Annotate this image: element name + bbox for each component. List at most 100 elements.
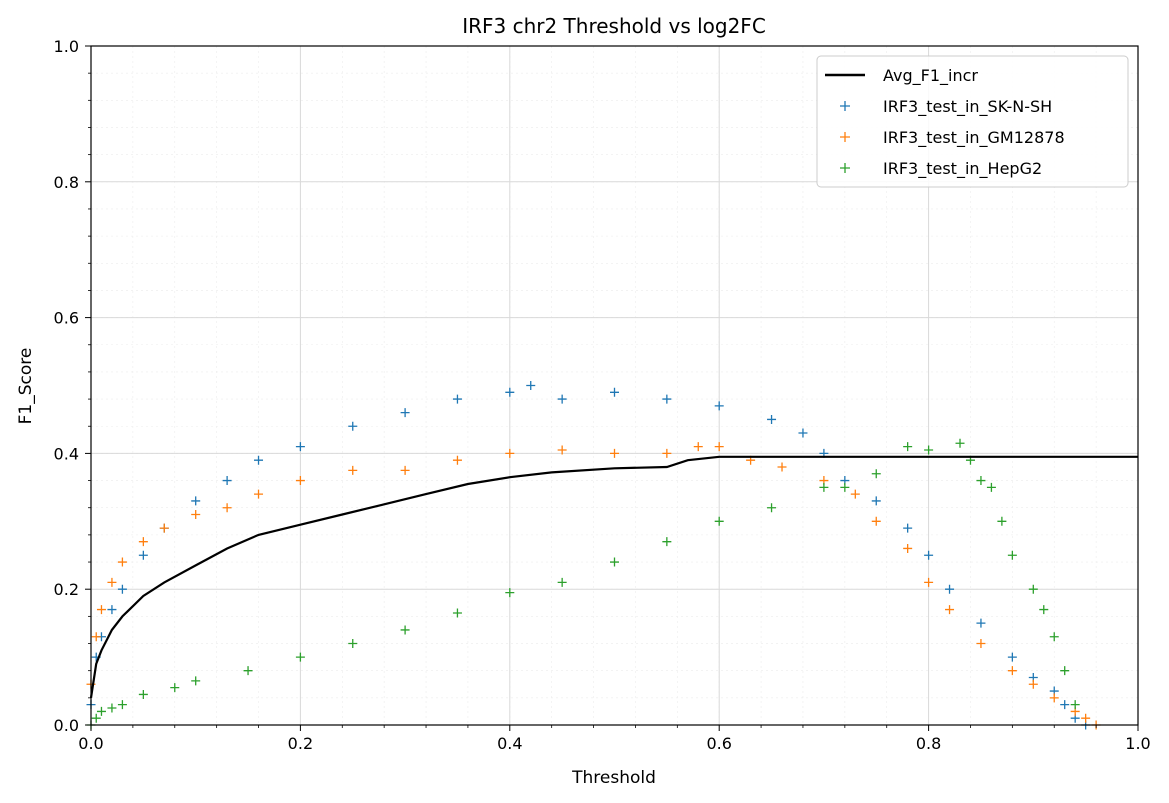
data-point bbox=[871, 516, 881, 526]
data-point bbox=[138, 537, 148, 547]
legend-label: IRF3_test_in_HepG2 bbox=[883, 159, 1042, 179]
data-point bbox=[400, 408, 410, 418]
data-point bbox=[117, 700, 127, 710]
data-point bbox=[610, 448, 619, 458]
data-point bbox=[850, 489, 860, 499]
data-point bbox=[840, 482, 850, 492]
legend-item: IRF3_test_in_SK-N-SH bbox=[840, 97, 1052, 117]
data-point bbox=[945, 584, 955, 594]
data-point bbox=[191, 496, 201, 506]
data-point bbox=[452, 394, 462, 404]
data-point bbox=[159, 523, 169, 533]
legend-label: Avg_F1_incr bbox=[883, 66, 978, 86]
x-tick-label: 0.4 bbox=[497, 734, 522, 753]
y-tick-label: 0.0 bbox=[54, 716, 79, 735]
data-point bbox=[1039, 605, 1049, 615]
data-point bbox=[1081, 713, 1091, 723]
data-point bbox=[557, 445, 567, 455]
data-point bbox=[903, 442, 913, 452]
data-point bbox=[222, 476, 232, 486]
data-point bbox=[1049, 632, 1059, 642]
legend-item: IRF3_test_in_GM12878 bbox=[840, 128, 1065, 148]
data-point bbox=[767, 414, 777, 424]
series-line bbox=[89, 455, 1138, 698]
legend-label: IRF3_test_in_SK-N-SH bbox=[883, 97, 1052, 117]
data-point bbox=[1060, 700, 1070, 710]
data-point bbox=[767, 503, 777, 513]
data-point bbox=[526, 381, 536, 390]
data-point bbox=[170, 683, 180, 693]
data-point bbox=[1007, 652, 1017, 662]
data-point bbox=[903, 543, 913, 553]
data-point bbox=[714, 442, 724, 452]
data-point bbox=[505, 448, 515, 458]
data-point bbox=[976, 639, 986, 649]
data-point bbox=[191, 510, 201, 520]
x-tick-label: 0.6 bbox=[706, 734, 731, 753]
data-point bbox=[107, 605, 117, 615]
data-point bbox=[117, 584, 127, 594]
data-point bbox=[1049, 693, 1059, 703]
legend-item: IRF3_test_in_HepG2 bbox=[840, 159, 1042, 179]
x-tick-label: 0.8 bbox=[916, 734, 941, 753]
data-point bbox=[96, 706, 106, 716]
y-tick-label: 0.4 bbox=[54, 444, 79, 463]
data-point bbox=[295, 652, 305, 662]
data-point bbox=[400, 465, 410, 475]
data-point bbox=[693, 442, 703, 452]
legend-label: IRF3_test_in_GM12878 bbox=[883, 128, 1065, 148]
data-point bbox=[610, 557, 619, 567]
series-irf3-test-in-hepg2 bbox=[86, 438, 1080, 730]
data-point bbox=[295, 442, 305, 452]
series-irf3-test-in-gm12878 bbox=[86, 442, 1101, 730]
legend-marker-swatch bbox=[840, 101, 850, 111]
legend: Avg_F1_incr IRF3_test_in_SK-N-SH IRF3_test… bbox=[816, 55, 1129, 188]
data-point bbox=[945, 605, 955, 615]
data-point bbox=[400, 625, 410, 635]
data-point bbox=[452, 608, 462, 618]
data-point bbox=[924, 445, 934, 455]
data-point bbox=[924, 577, 934, 587]
data-point bbox=[107, 703, 117, 713]
data-point bbox=[714, 401, 724, 411]
plot-frame bbox=[90, 45, 1139, 726]
axis-ticks: 0.0 0.2 0.4 0.6 0.8 1.0 0.0 0.2 0.4 0.6 0.8 1.0 bbox=[54, 37, 1151, 753]
data-point bbox=[254, 455, 264, 465]
data-point bbox=[348, 421, 358, 431]
data-point bbox=[662, 394, 672, 404]
data-point bbox=[138, 550, 148, 560]
data-point bbox=[924, 550, 934, 560]
data-point bbox=[871, 469, 881, 479]
data-point bbox=[986, 482, 996, 492]
data-point bbox=[222, 503, 232, 513]
data-point bbox=[662, 537, 672, 547]
data-point bbox=[976, 618, 986, 628]
data-point bbox=[91, 713, 101, 723]
series-layer bbox=[86, 381, 1138, 730]
data-point bbox=[295, 476, 305, 486]
data-point bbox=[1028, 679, 1038, 689]
legend-box bbox=[816, 55, 1129, 188]
data-point bbox=[107, 577, 117, 587]
data-point bbox=[348, 465, 358, 475]
data-point bbox=[997, 516, 1007, 526]
data-point bbox=[1007, 550, 1017, 560]
data-point bbox=[557, 577, 567, 587]
data-point bbox=[243, 666, 253, 676]
data-point bbox=[91, 632, 101, 642]
x-tick-label: 0.2 bbox=[288, 734, 313, 753]
y-tick-label: 1.0 bbox=[54, 37, 79, 56]
data-point bbox=[505, 588, 515, 598]
data-point bbox=[955, 438, 965, 448]
data-point bbox=[1070, 700, 1080, 710]
data-point bbox=[117, 557, 127, 567]
y-tick-label: 0.2 bbox=[54, 580, 79, 599]
data-point bbox=[557, 394, 567, 404]
data-point bbox=[138, 689, 148, 699]
x-axis-title: Threshold bbox=[571, 768, 656, 788]
data-point bbox=[1028, 584, 1038, 594]
x-tick-label: 0.0 bbox=[78, 734, 103, 753]
chart-title: IRF3 chr2 Threshold vs log2FC bbox=[462, 14, 766, 38]
data-point bbox=[662, 448, 672, 458]
